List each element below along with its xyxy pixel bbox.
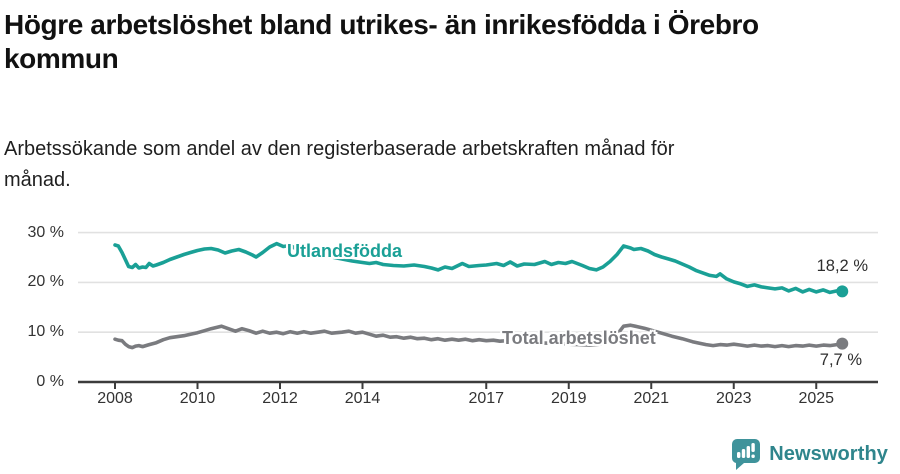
x-tick-label: 2014 <box>344 390 381 407</box>
x-tick-label: 2008 <box>97 390 133 407</box>
series-end-dot <box>836 285 849 298</box>
series-label-total: Total arbetslöshet <box>502 328 656 348</box>
end-value-label-utlandsfodda: 18,2 % <box>816 257 868 275</box>
series-end-dot <box>836 337 849 350</box>
page-subtitle: Arbetssökande som andel av den registerb… <box>4 138 675 191</box>
x-tick-label: 2019 <box>550 390 587 407</box>
page-title: Högre arbetslöshet bland utrikes- än inr… <box>4 9 759 74</box>
newsworthy-bar-chart-icon <box>731 438 761 470</box>
end-value-label-total: 7,7 % <box>819 351 862 369</box>
x-tick-label: 2023 <box>715 390 752 407</box>
series-line-utlandsf-dda <box>113 241 845 295</box>
y-tick-label: 20 % <box>27 273 64 291</box>
x-tick-label: 2012 <box>262 390 298 407</box>
newsworthy-wordmark: Newsworthy <box>769 442 888 465</box>
series-label-utlandsfodda: Utlandsfödda <box>287 241 402 261</box>
x-tick-label: 2017 <box>468 390 505 407</box>
x-tick-label: 2025 <box>798 390 835 407</box>
y-tick-label: 10 % <box>27 323 64 341</box>
x-tick-label: 2010 <box>179 390 216 407</box>
newsworthy-logo[interactable]: Newsworthy <box>731 438 888 470</box>
y-tick-label: 0 % <box>36 373 64 390</box>
y-tick-label: 30 % <box>27 223 64 241</box>
x-tick-label: 2021 <box>633 390 670 407</box>
series-line-total-arbetsl-shet <box>113 323 845 350</box>
